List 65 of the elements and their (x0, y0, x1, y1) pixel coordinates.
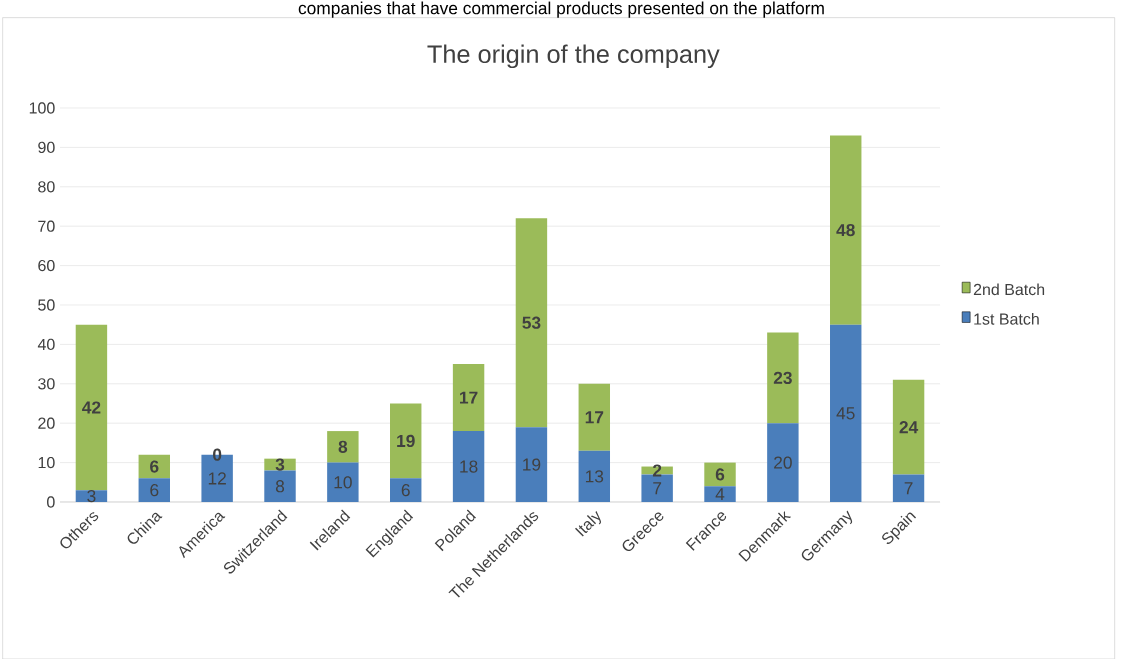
bar (327, 462, 359, 502)
bar (75, 490, 108, 502)
chart-title: The origin of the company (427, 44, 720, 68)
bar (830, 135, 862, 325)
data-label: 6 (401, 483, 410, 497)
bar (75, 324, 108, 491)
y-tick-label: 50 (38, 299, 55, 311)
bar (138, 478, 170, 502)
data-label: 6 (715, 468, 725, 481)
y-tick-label: 90 (38, 141, 55, 153)
y-tick-label: 60 (38, 259, 55, 272)
bar (452, 430, 485, 502)
data-label: 7 (653, 482, 662, 495)
data-label: 17 (460, 391, 478, 404)
bar (767, 332, 799, 424)
y-tick-label: 40 (37, 338, 55, 350)
y-tick-label: 0 (47, 496, 55, 508)
y-tick-label: 20 (38, 417, 55, 429)
data-label: 17 (585, 411, 604, 424)
data-label: 10 (334, 476, 352, 489)
bar (390, 478, 422, 502)
bar (515, 218, 548, 428)
bar (892, 474, 925, 502)
data-label: 19 (523, 458, 541, 471)
bar (892, 379, 925, 475)
data-label: 48 (836, 223, 855, 237)
data-label: 13 (585, 470, 604, 483)
data-label: 23 (773, 371, 792, 384)
data-label: 7 (904, 482, 913, 495)
data-label: 24 (899, 420, 919, 434)
bar (578, 450, 611, 502)
bar (452, 363, 485, 431)
data-label: 6 (150, 460, 159, 473)
x-tick-label: Italy (575, 510, 601, 537)
data-label: 3 (87, 489, 96, 503)
data-label: 4 (715, 488, 725, 500)
bar (515, 427, 548, 502)
y-tick-label: 80 (38, 181, 55, 193)
data-label: 45 (836, 407, 855, 420)
y-tick-label: 70 (38, 220, 55, 232)
bar (264, 470, 296, 502)
legend-label: 1st Batch (974, 312, 1039, 325)
bar (390, 403, 422, 479)
data-label: 12 (208, 472, 226, 485)
data-label: 18 (460, 460, 478, 473)
data-label: 2 (652, 464, 662, 477)
bar (327, 430, 359, 463)
data-label: 53 (522, 316, 541, 329)
bar (767, 423, 799, 502)
y-tick-label: 10 (38, 456, 55, 469)
bar (704, 486, 736, 502)
data-label: 19 (397, 434, 415, 447)
bar (830, 324, 862, 502)
data-label: 6 (150, 483, 159, 497)
data-label: 20 (774, 456, 792, 469)
data-label: 8 (275, 479, 285, 493)
bar (704, 462, 736, 487)
bar (578, 383, 611, 451)
y-tick-label: 30 (38, 378, 55, 390)
data-label: 8 (338, 440, 348, 453)
text: companies that have commercial products presented on the platform (298, 1, 824, 18)
data-label: 42 (82, 401, 101, 414)
legend-label: 2nd Batch (973, 283, 1045, 296)
y-tick-label: 100 (29, 102, 55, 114)
data-label: 3 (275, 458, 285, 471)
